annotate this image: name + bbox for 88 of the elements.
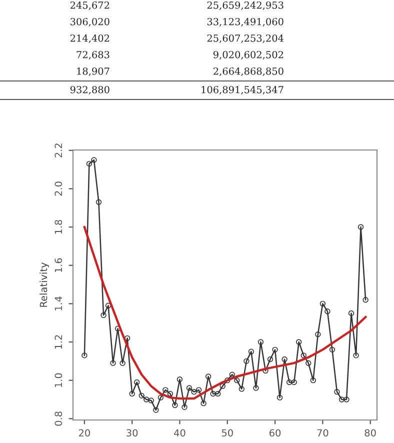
point xyxy=(158,394,164,400)
point xyxy=(144,396,150,402)
point xyxy=(244,358,250,364)
x-tick-label: 30 xyxy=(126,429,138,437)
text: 25,607,253,204 xyxy=(207,34,284,44)
point xyxy=(153,407,159,413)
point xyxy=(348,310,354,316)
point xyxy=(306,360,312,366)
y-axis-title: Relativity xyxy=(40,262,50,307)
point xyxy=(224,377,230,384)
point xyxy=(162,387,168,393)
point xyxy=(110,360,116,366)
line-series xyxy=(83,226,367,400)
point xyxy=(91,157,97,163)
point xyxy=(300,352,306,358)
text: 245,672 xyxy=(70,1,110,10)
text: 9,020,602,502 xyxy=(213,50,284,60)
point xyxy=(253,385,259,391)
point xyxy=(234,377,240,384)
point xyxy=(176,376,183,382)
text: 18,907 xyxy=(77,67,110,76)
point xyxy=(310,377,316,384)
text: 2,664,868,850 xyxy=(214,67,284,76)
point xyxy=(220,383,226,389)
point xyxy=(248,348,254,354)
point xyxy=(353,352,359,358)
point xyxy=(191,388,197,395)
point xyxy=(186,385,192,391)
y-tick-label: 1.6 xyxy=(54,258,62,272)
point xyxy=(124,335,130,342)
point xyxy=(329,346,336,353)
point xyxy=(291,379,297,386)
y-tick-label: 2.0 xyxy=(54,182,62,196)
point xyxy=(120,360,126,366)
point xyxy=(358,224,364,230)
point xyxy=(200,400,206,406)
point xyxy=(134,379,140,386)
text: 33,123,491,060 xyxy=(207,18,284,27)
y-tick-label: 2.2 xyxy=(54,144,62,158)
point xyxy=(172,402,178,408)
text: 25,659,242,953 xyxy=(207,1,284,10)
point xyxy=(129,390,135,397)
y-tick-label: 0.8 xyxy=(54,412,62,426)
point xyxy=(334,388,340,395)
point xyxy=(82,352,88,358)
y-tick-label: 1.4 xyxy=(54,296,62,310)
x-tick-label: 20 xyxy=(78,429,90,437)
text: 72,683 xyxy=(76,50,110,60)
point xyxy=(215,390,221,397)
point xyxy=(282,356,288,362)
x-tick-label: 80 xyxy=(364,429,376,437)
point xyxy=(167,390,174,397)
point xyxy=(344,396,350,402)
point xyxy=(296,339,302,345)
x-tick-label: 40 xyxy=(174,429,186,437)
point xyxy=(148,398,154,404)
point xyxy=(182,404,188,410)
x-tick-label: 50 xyxy=(222,429,233,437)
point xyxy=(210,390,216,397)
point xyxy=(272,346,278,353)
x-tick-label: 70 xyxy=(317,429,328,437)
point xyxy=(205,374,212,380)
point xyxy=(362,297,368,303)
y-tick-label: 1.0 xyxy=(54,373,62,387)
point xyxy=(276,394,283,400)
point xyxy=(100,312,106,318)
point xyxy=(86,160,92,167)
point xyxy=(338,396,345,402)
y-tick-label: 1.8 xyxy=(54,220,62,234)
text: 214,402 xyxy=(70,34,110,44)
point xyxy=(324,308,330,314)
point xyxy=(315,331,321,338)
text: 306,020 xyxy=(70,18,110,27)
line-series xyxy=(82,157,368,413)
point xyxy=(286,379,292,386)
point xyxy=(229,372,235,378)
point xyxy=(196,387,202,393)
point xyxy=(138,392,144,399)
point xyxy=(105,302,112,308)
text: 932,880 xyxy=(70,86,110,95)
point xyxy=(238,386,245,392)
text: 106,891,545,347 xyxy=(202,86,284,95)
point xyxy=(96,199,102,205)
point xyxy=(320,300,326,307)
point xyxy=(258,339,264,345)
x-tick-label: 60 xyxy=(270,429,281,437)
y-tick-label: 1.2 xyxy=(54,335,62,349)
point xyxy=(267,356,274,362)
